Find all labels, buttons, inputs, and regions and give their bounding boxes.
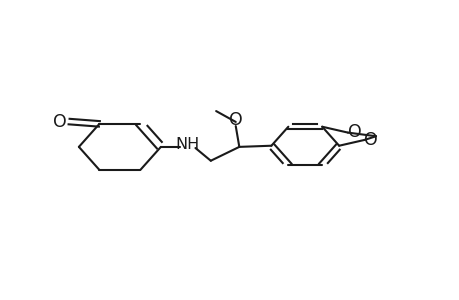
Text: O: O bbox=[53, 112, 67, 130]
Text: O: O bbox=[347, 123, 360, 141]
Text: O: O bbox=[229, 111, 242, 129]
Text: NH: NH bbox=[175, 137, 199, 152]
Text: O: O bbox=[364, 131, 377, 149]
